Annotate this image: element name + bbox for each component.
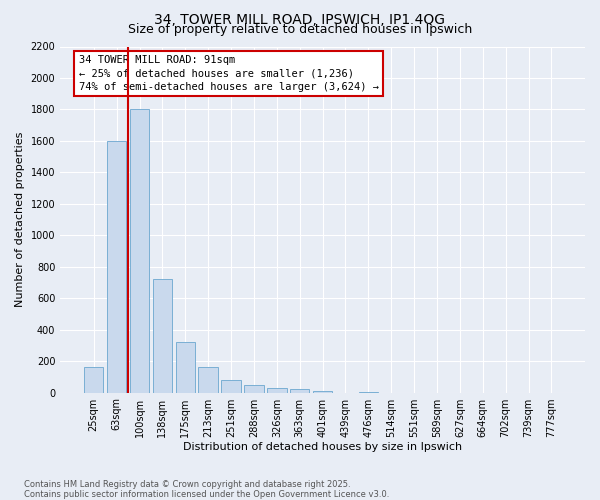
X-axis label: Distribution of detached houses by size in Ipswich: Distribution of detached houses by size … <box>183 442 462 452</box>
Bar <box>267 388 287 392</box>
Bar <box>244 384 263 392</box>
Y-axis label: Number of detached properties: Number of detached properties <box>15 132 25 307</box>
Bar <box>130 110 149 393</box>
Bar <box>84 368 103 392</box>
Text: Contains HM Land Registry data © Crown copyright and database right 2025.
Contai: Contains HM Land Registry data © Crown c… <box>24 480 389 499</box>
Bar <box>152 278 172 392</box>
Text: 34 TOWER MILL ROAD: 91sqm
← 25% of detached houses are smaller (1,236)
74% of se: 34 TOWER MILL ROAD: 91sqm ← 25% of detac… <box>79 55 379 92</box>
Bar <box>199 368 218 392</box>
Text: Size of property relative to detached houses in Ipswich: Size of property relative to detached ho… <box>128 22 472 36</box>
Bar <box>313 391 332 392</box>
Bar <box>176 342 195 392</box>
Text: 34, TOWER MILL ROAD, IPSWICH, IP1 4QG: 34, TOWER MILL ROAD, IPSWICH, IP1 4QG <box>155 12 445 26</box>
Bar <box>221 380 241 392</box>
Bar <box>290 390 310 392</box>
Bar <box>107 141 127 393</box>
